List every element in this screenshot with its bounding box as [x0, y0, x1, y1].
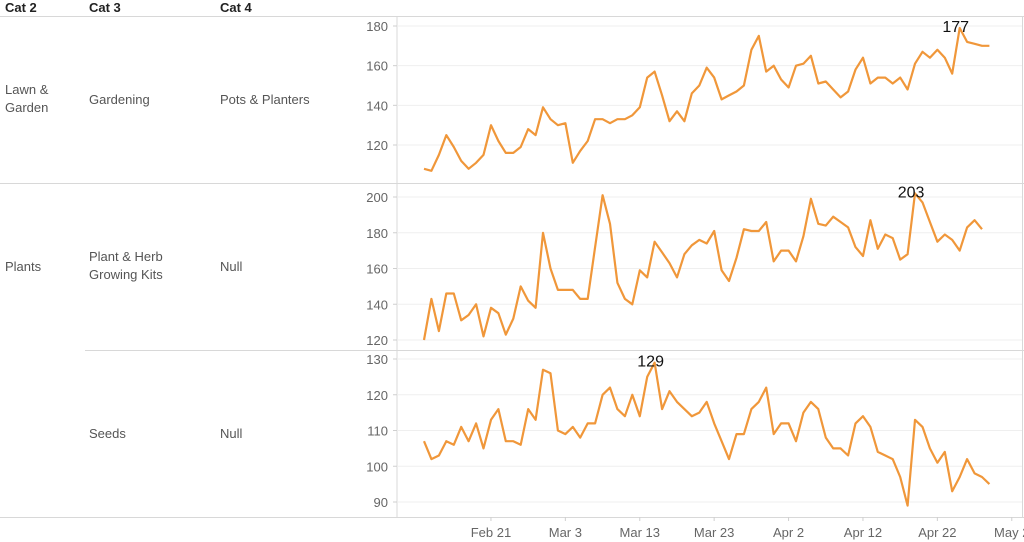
row-divider [0, 517, 1024, 518]
row1-cat4: Pots & Planters [220, 92, 310, 107]
y-tick-label: 120 [366, 388, 388, 403]
chart-panel-2: 120 140 160 180 200 203 [366, 183, 1022, 350]
x-tick-label: Mar 3 [549, 525, 582, 540]
row2-cat3: Plant & Herb Growing Kits [89, 249, 163, 282]
y-tick-label: 120 [366, 333, 388, 348]
max-value-label: 129 [637, 354, 664, 371]
x-tick-label: Mar 13 [620, 525, 660, 540]
row2-cat2: Plants [5, 259, 42, 274]
row1-cat3: Gardening [89, 92, 150, 107]
row2-cat4: Null [220, 259, 243, 274]
y-tick-label: 110 [367, 424, 388, 439]
series-line [422, 361, 991, 507]
row-divider [85, 350, 1024, 351]
row-divider [0, 183, 1024, 184]
max-value-label: 203 [898, 184, 925, 201]
column-divider [1022, 16, 1023, 518]
y-tick-label: 140 [366, 297, 388, 312]
row3-cat3: Seeds [89, 426, 126, 441]
x-tick-label: Mar 23 [694, 525, 734, 540]
y-tick-label: 200 [366, 190, 388, 205]
y-tick-label: 90 [374, 495, 388, 510]
header-cat4: Cat 4 [220, 0, 252, 15]
series-line [423, 26, 990, 172]
y-tick-label: 160 [366, 262, 388, 277]
x-tick-label: Apr 2 [773, 525, 804, 540]
y-tick-label: 180 [366, 226, 388, 241]
y-tick-label: 140 [366, 98, 388, 113]
x-tick-label: Apr 22 [918, 525, 956, 540]
y-tick-label: 100 [366, 459, 388, 474]
row3-cat4: Null [220, 426, 243, 441]
header-cat3: Cat 3 [89, 0, 121, 15]
series-line [422, 192, 983, 341]
chart-panel-3: 90 100 110 120 130 129 [366, 350, 1022, 517]
y-tick-label: 130 [366, 352, 388, 367]
row-divider [0, 16, 1024, 17]
max-value-label: 177 [942, 19, 969, 36]
y-tick-label: 120 [366, 138, 388, 153]
x-tick-label: Feb 21 [471, 525, 511, 540]
x-tick-label: May 2 [994, 525, 1024, 540]
y-tick-label: 180 [366, 19, 388, 34]
row1-cat2: Lawn & Garden [5, 82, 49, 115]
chart-panel-1: 120 140 160 180 177 [366, 16, 1022, 183]
header-cat2: Cat 2 [5, 0, 37, 15]
x-tick-label: Apr 12 [844, 525, 882, 540]
y-tick-label: 160 [366, 59, 388, 74]
